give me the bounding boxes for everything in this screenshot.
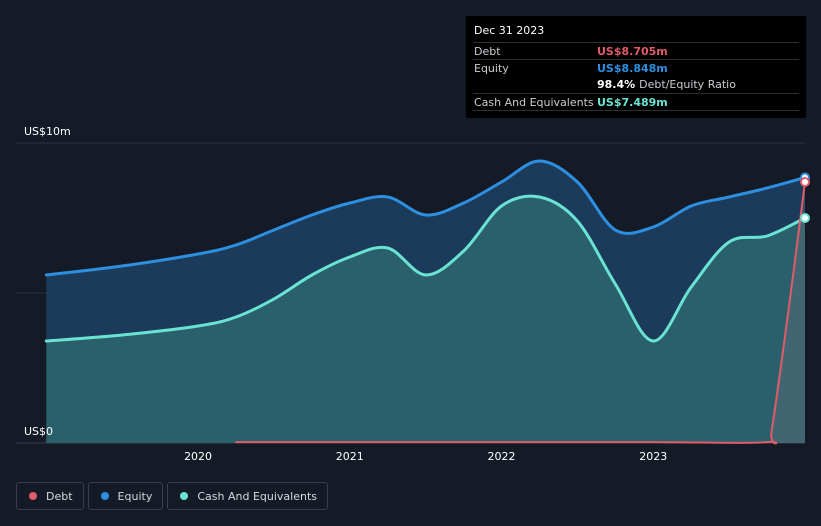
cash-dot-icon xyxy=(180,492,189,500)
y-tick-label-top: US$10m xyxy=(24,125,71,138)
chart-legend: Debt Equity Cash And Equivalents xyxy=(16,482,328,510)
legend-item-cash[interactable]: Cash And Equivalents xyxy=(167,482,328,510)
tooltip-date: Dec 31 2023 xyxy=(474,24,545,37)
tooltip-row-equity: Equity US$8.848m xyxy=(473,59,799,76)
tooltip-debt-value: US$8.705m xyxy=(597,44,668,58)
series-end-markers xyxy=(800,172,810,223)
tooltip-row-cash: Cash And Equivalents US$7.489m xyxy=(473,93,799,110)
tooltip-equity-value: US$8.848m xyxy=(597,61,668,75)
x-tick-label-2021: 2021 xyxy=(336,450,364,463)
tooltip-cash-label: Cash And Equivalents xyxy=(474,95,594,109)
series-lines xyxy=(44,159,807,445)
legend-item-debt[interactable]: Debt xyxy=(16,482,84,510)
cash-end-marker xyxy=(800,213,810,223)
tooltip-ratio-label: Debt/Equity Ratio xyxy=(639,78,736,91)
cash-area xyxy=(46,196,806,443)
hover-tooltip: Dec 31 2023 Debt US$8.705m Equity US$8.8… xyxy=(466,16,806,118)
x-tick-label-2020: 2020 xyxy=(184,450,212,463)
tooltip-bottom-divider xyxy=(473,110,799,111)
equity-dot-icon xyxy=(100,492,109,500)
axes: US$10m US$0 2020 2021 2022 2023 xyxy=(24,125,667,463)
tooltip-row-ratio: 98.4% Debt/Equity Ratio xyxy=(473,76,799,93)
series-areas xyxy=(46,161,806,444)
cash-line xyxy=(44,194,807,343)
tooltip-equity-label: Equity xyxy=(474,61,509,75)
tooltip-cash-value: US$7.489m xyxy=(597,95,668,109)
legend-equity-label: Equity xyxy=(117,489,153,503)
debt-end-marker xyxy=(800,177,810,187)
tooltip-ratio-percent: 98.4% xyxy=(597,78,636,91)
y-tick-label-bottom: US$0 xyxy=(24,425,53,438)
tooltip-row-debt: Debt US$8.705m xyxy=(473,42,799,59)
debt-dot-icon xyxy=(29,492,37,500)
tooltip-debt-label: Debt xyxy=(474,44,501,58)
legend-cash-label: Cash And Equivalents xyxy=(197,489,317,503)
equity-line xyxy=(44,159,807,277)
debt-line xyxy=(235,181,806,445)
legend-item-equity[interactable]: Equity xyxy=(87,482,164,510)
legend-debt-label: Debt xyxy=(46,489,73,503)
x-tick-label-2023: 2023 xyxy=(639,450,667,463)
x-tick-label-2022: 2022 xyxy=(488,450,516,463)
